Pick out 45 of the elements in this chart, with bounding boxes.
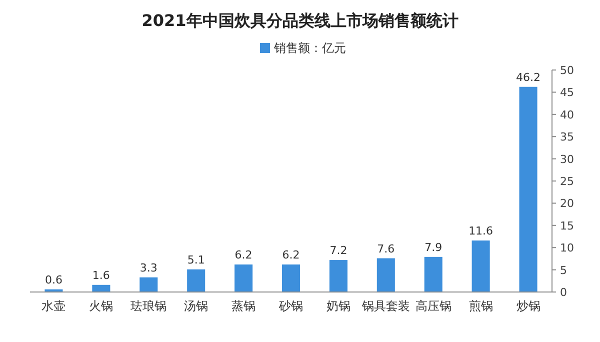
y-tick-label: 15 [560, 219, 574, 232]
x-tick-label: 水壶 [42, 299, 66, 313]
y-tick-label: 20 [560, 197, 574, 210]
y-tick-label: 40 [560, 108, 574, 122]
bar [282, 264, 300, 292]
data-label: 46.2 [516, 70, 541, 84]
data-label: 6.2 [234, 248, 252, 262]
data-label: 1.6 [92, 268, 110, 282]
data-label: 0.6 [44, 273, 62, 286]
data-label: 11.6 [468, 224, 494, 238]
y-tick-label: 5 [560, 264, 567, 277]
bar [376, 258, 395, 292]
bar [424, 256, 442, 292]
x-tick-label: 锅具套装 [360, 299, 410, 313]
x-tick-label: 高压锅 [415, 299, 452, 313]
y-tick-label: 50 [560, 64, 574, 77]
bar [519, 86, 538, 292]
x-tick-label: 砂锅 [278, 299, 303, 313]
bar [329, 260, 348, 292]
bar [140, 277, 158, 292]
bar [187, 269, 206, 292]
data-label: 6.2 [282, 248, 300, 262]
bar [472, 240, 490, 292]
data-label: 7.6 [377, 242, 395, 256]
x-tick-label: 汤锅 [184, 299, 208, 313]
data-label: 5.1 [187, 253, 205, 266]
y-tick-label: 0 [560, 286, 567, 299]
y-tick-label: 45 [560, 86, 574, 100]
y-tick-label: 10 [560, 242, 574, 255]
data-label: 3.3 [140, 261, 158, 274]
x-tick-label: 珐琅锅 [130, 299, 167, 313]
data-label: 7.9 [424, 240, 442, 254]
x-tick-label: 蒸锅 [232, 299, 256, 313]
y-tick-label: 30 [560, 152, 574, 166]
data-label: 7.2 [330, 244, 348, 258]
bar [92, 284, 110, 292]
x-tick-label: 火锅 [89, 299, 114, 313]
y-tick-label: 25 [560, 175, 574, 188]
y-tick-label: 35 [560, 130, 574, 144]
chart-title: 2021年中国炊具分品类线上市场销售额统计 [142, 11, 458, 30]
x-tick-label: 奶锅 [326, 299, 350, 313]
x-tick-label: 炒锅 [516, 299, 540, 313]
x-tick-label: 煎锅 [468, 299, 493, 313]
bar [234, 264, 253, 292]
legend-label: 销售额：亿元 [273, 41, 346, 55]
